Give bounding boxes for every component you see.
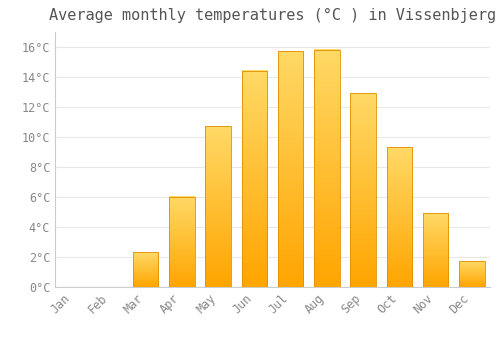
Bar <box>206 126 231 287</box>
Bar <box>133 252 158 287</box>
Bar <box>278 51 303 287</box>
Bar <box>386 147 412 287</box>
Bar <box>314 50 340 287</box>
Bar <box>350 93 376 287</box>
Title: Average monthly temperatures (°C ) in Vissenbjerg: Average monthly temperatures (°C ) in Vi… <box>49 8 496 23</box>
Bar <box>169 197 194 287</box>
Bar <box>459 261 484 287</box>
Bar <box>242 71 267 287</box>
Bar <box>423 214 448 287</box>
